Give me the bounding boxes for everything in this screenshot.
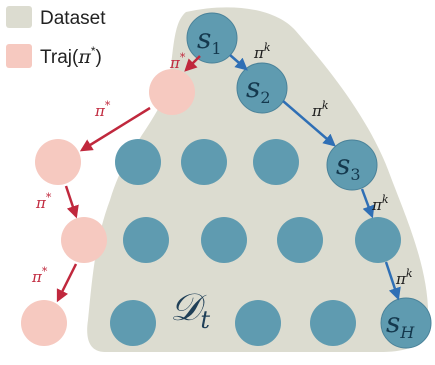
state-s2-label: s2 [246,71,271,107]
policy-k-label: πk [311,99,329,120]
dataset-state [123,217,169,263]
legend-dataset-swatch [6,6,32,28]
policy-star-label: π* [35,191,52,212]
expert-state [61,217,107,263]
policy-k-label: πk [395,267,413,288]
expert-state [21,300,67,346]
expert-trajectory: π* π* π* π* [21,51,201,346]
dataset-states-grid [110,139,356,346]
policy-k-label: πk [253,41,271,62]
policy-star-label: π* [31,265,48,286]
state-s3-label: s3 [336,148,361,184]
dataset-state [253,139,299,185]
expert-state [149,69,195,115]
learned-trajectory: s1 s2 s3 sH πk πk πk πk [186,12,432,349]
dataset-state [201,217,247,263]
state-s2 [236,62,288,114]
arrow-s1-s2 [229,54,248,71]
dataset-state [235,300,281,346]
arrow-s3-interim [360,188,375,219]
state-sH-label: sH [386,306,415,342]
expert-state [35,139,81,185]
state-s1-label: s1 [197,22,222,58]
arrow-expert-3 [64,185,79,219]
policy-k-label: πk [371,193,389,214]
policy-star-label: π* [94,99,111,120]
state-s1 [186,12,238,64]
legend-dataset-label: Dataset [40,8,106,29]
arrow-expert-2 [79,106,151,152]
policy-star-label: π* [169,51,186,72]
arrow-s2-s3 [282,100,336,147]
legend: Dataset Traj(π*) [6,6,106,68]
state-interim [355,217,401,263]
legend-traj-swatch [6,44,32,68]
state-s3 [326,139,378,191]
legend-traj-label: Traj(π*) [40,44,102,68]
dataset-state [277,217,323,263]
state-sH [380,297,432,349]
dataset-state [310,300,356,346]
arrow-interim-sH [384,261,401,301]
dataset-state [110,300,156,346]
arrow-expert-1 [184,55,201,72]
dataset-state [115,139,161,185]
dataset-state [181,139,227,185]
arrow-expert-4 [56,263,78,303]
